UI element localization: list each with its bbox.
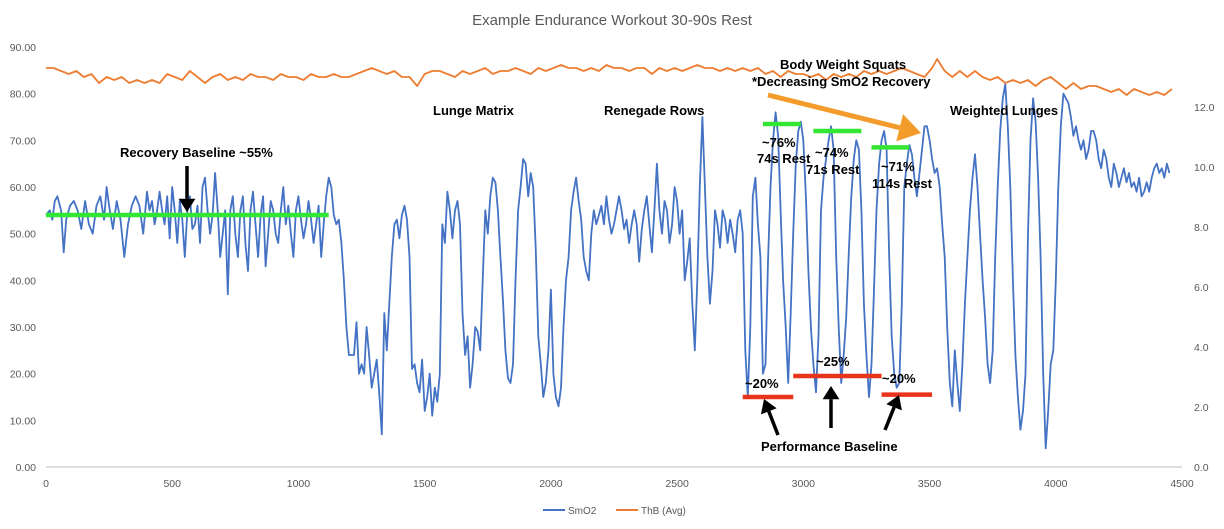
axes: 0 500 1000 1500 2000 2500 3000 3500 4000 45000.00… (10, 42, 1215, 490)
annotation-renegade-rows: Renegade Rows (604, 103, 704, 118)
legend: SmO2 ThB (Avg) (543, 506, 686, 517)
annotation-rest-74s: 74s Rest (757, 151, 811, 166)
x-tick-label: 0 (43, 478, 49, 490)
y-tick-label: 0.00 (16, 462, 37, 474)
annotation-recovery-74: ~74% (815, 145, 849, 160)
annotation-body-weight-squats: Body Weight Squats (780, 57, 906, 72)
x-tick-label: 3000 (792, 478, 816, 490)
x-tick-label: 2500 (665, 478, 689, 490)
y-tick-label: 40.00 (10, 275, 36, 287)
performance-arrow-middle-head (822, 386, 840, 400)
performance-arrow-left-shaft (767, 410, 780, 436)
x-tick-label: 4000 (1044, 478, 1068, 490)
x-tick-label: 4500 (1170, 478, 1194, 490)
y2-tick-label: 6.0 (1194, 282, 1209, 294)
annotation-weighted-lunges: Weighted Lunges (950, 103, 1058, 118)
y-tick-label: 10.00 (10, 415, 36, 427)
x-tick-label: 500 (163, 478, 181, 490)
annotation-performance-20-left: ~20% (745, 376, 779, 391)
y2-tick-label: 0.0 (1194, 462, 1209, 474)
y-tick-label: 30.00 (10, 322, 36, 334)
chart-title: Example Endurance Workout 30-90s Rest (472, 12, 753, 29)
legend-label-thb: ThB (Avg) (641, 506, 686, 517)
annotation-performance-baseline: Performance Baseline (761, 439, 898, 454)
x-tick-label: 3500 (918, 478, 942, 490)
annotation-lunge-matrix: Lunge Matrix (433, 103, 515, 118)
y2-tick-label: 2.0 (1194, 402, 1209, 414)
x-tick-label: 2000 (539, 478, 563, 490)
reference-lines (46, 121, 933, 400)
annotation-performance-20-right: ~20% (882, 371, 916, 386)
y-tick-label: 50.00 (10, 229, 36, 241)
annotation-recovery-76: ~76% (762, 135, 796, 150)
x-tick-label: 1000 (287, 478, 311, 490)
annotations: Recovery Baseline ~55% Lunge Matrix Rene… (120, 57, 1058, 454)
y2-tick-label: 4.0 (1194, 342, 1209, 354)
annotation-arrows (178, 92, 921, 436)
performance-arrow-right-head (886, 395, 902, 411)
y2-tick-label: 10.0 (1194, 162, 1215, 174)
y-tick-label: 60.00 (10, 182, 36, 194)
decreasing-recovery-arrow-shaft (767, 92, 901, 131)
x-tick-label: 1500 (413, 478, 437, 490)
y2-tick-label: 12.0 (1194, 102, 1215, 114)
decreasing-recovery-arrow-head (896, 114, 921, 142)
performance-arrow-right-shaft (883, 406, 896, 431)
y2-tick-label: 8.0 (1194, 222, 1209, 234)
annotation-decreasing-recovery: *Decreasing SmO2 Recovery (752, 74, 931, 89)
legend-label-smo2: SmO2 (568, 506, 597, 517)
annotation-recovery-71: ~71% (881, 159, 915, 174)
annotation-rest-114s: 114s Rest (872, 176, 933, 191)
y-tick-label: 70.00 (10, 135, 36, 147)
performance-arrow-left-head (760, 399, 777, 415)
series-line-thb (46, 58, 1173, 96)
annotation-rest-71s: 71s Rest (806, 162, 860, 177)
y-tick-label: 20.00 (10, 369, 36, 381)
series-layer (45, 58, 1173, 450)
annotation-performance-25: ~25% (816, 354, 850, 369)
y-tick-label: 80.00 (10, 89, 36, 101)
y-tick-label: 90.00 (10, 42, 36, 54)
series-line-smo2 (45, 83, 1171, 450)
annotation-recovery-baseline: Recovery Baseline ~55% (120, 145, 273, 160)
recovery-baseline-arrow-head (178, 198, 196, 212)
